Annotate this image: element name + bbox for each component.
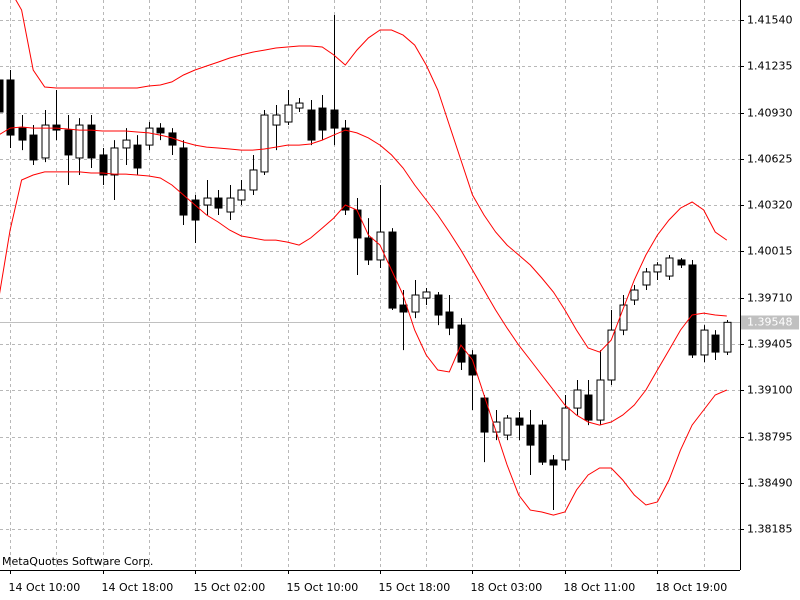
candle-body: [307, 109, 316, 141]
candle-body: [457, 324, 466, 363]
plot-area: [0, 0, 732, 516]
candle-body: [156, 127, 165, 134]
y-tick-label: 1.39100: [747, 384, 793, 397]
candle-body: [203, 197, 212, 206]
candle-body: [364, 237, 373, 261]
candle-body: [492, 421, 501, 433]
candle-body: [468, 354, 477, 376]
candle-body: [549, 459, 558, 466]
candle-body: [64, 129, 73, 156]
y-tick-label: 1.40320: [747, 199, 793, 212]
candle-body: [642, 271, 651, 286]
candle-body: [191, 199, 200, 221]
band-lower: [0, 171, 727, 516]
candle-body: [573, 389, 582, 409]
candle-body: [75, 124, 84, 159]
candle-body: [249, 169, 258, 191]
candle-body: [630, 289, 639, 301]
footer: MetaQuotes Software Corp.: [2, 555, 153, 568]
y-tick-label: 1.40015: [747, 245, 793, 258]
candle-body: [260, 114, 269, 173]
candle-body: [179, 147, 188, 216]
candle-body: [515, 417, 524, 426]
candle-body: [6, 79, 15, 136]
candle-body: [584, 394, 593, 421]
y-tick-label: 1.38795: [747, 431, 793, 444]
candle-body: [388, 231, 397, 309]
candle-body: [434, 294, 443, 316]
candle-body: [503, 417, 512, 436]
candle-body: [399, 304, 408, 313]
candle-body: [318, 107, 327, 131]
candle-body: [29, 134, 38, 161]
y-tick-label: 1.40625: [747, 153, 793, 166]
axis-labels: 1.41540 1.41235 1.40930 1.40625 1.40320 1.400…: [9, 14, 799, 594]
candle-body: [445, 311, 454, 329]
x-tick-label: 14 Oct 10:00: [9, 581, 81, 594]
x-tick-label: 14 Oct 18:00: [102, 581, 174, 594]
grid: [0, 0, 740, 570]
price-tag-label: 1.39548: [747, 316, 793, 329]
candle-body: [330, 109, 339, 129]
candle-body: [52, 124, 61, 131]
candle-body: [711, 334, 720, 353]
x-tick-label: 18 Oct 11:00: [564, 581, 636, 594]
candle-body: [526, 424, 535, 446]
candle-body: [237, 189, 246, 201]
candle-body: [596, 379, 605, 421]
candle-body: [214, 197, 223, 209]
y-tick-label: 1.40930: [747, 107, 793, 120]
candle-body: [295, 102, 304, 109]
candle-body: [538, 424, 547, 463]
candle-body: [133, 144, 142, 169]
candle-body: [41, 124, 50, 159]
candle-body: [341, 127, 350, 211]
candle-body: [18, 127, 27, 141]
x-tick-label: 15 Oct 02:00: [194, 581, 266, 594]
candle-body: [653, 264, 662, 273]
candle-body: [561, 407, 570, 461]
candle-body: [0, 79, 4, 113]
band-upper: [15, 0, 728, 353]
candle-body: [688, 264, 697, 356]
x-tick-label: 15 Oct 18:00: [379, 581, 451, 594]
candle-body: [122, 139, 131, 149]
y-tick-label: 1.41540: [747, 14, 793, 27]
candle-body: [422, 291, 431, 299]
y-tick-label: 1.39710: [747, 292, 793, 305]
candle-body: [99, 154, 108, 176]
candle-body: [700, 329, 709, 356]
candle-body: [272, 114, 281, 126]
price-tag: [741, 315, 799, 330]
candle-body: [677, 259, 686, 266]
y-tick-label: 1.39405: [747, 338, 793, 351]
candle-body: [353, 209, 362, 239]
candle-body: [87, 124, 96, 159]
y-tick-label: 1.38490: [747, 477, 793, 490]
candle-body: [411, 294, 420, 313]
x-tick-label: 18 Oct 03:00: [471, 581, 543, 594]
band-middle: [0, 126, 727, 426]
candle-body: [226, 197, 235, 213]
candle-body: [607, 329, 616, 381]
x-tick-label: 18 Oct 19:00: [656, 581, 728, 594]
candle-body: [284, 104, 293, 123]
x-tick-label: 15 Oct 10:00: [287, 581, 359, 594]
candle-body: [145, 127, 154, 146]
candle-body: [723, 321, 732, 353]
candle-body: [665, 257, 674, 277]
y-tick-label: 1.38185: [747, 523, 793, 536]
y-tick-label: 1.41235: [747, 60, 793, 73]
candle-body: [110, 147, 119, 176]
